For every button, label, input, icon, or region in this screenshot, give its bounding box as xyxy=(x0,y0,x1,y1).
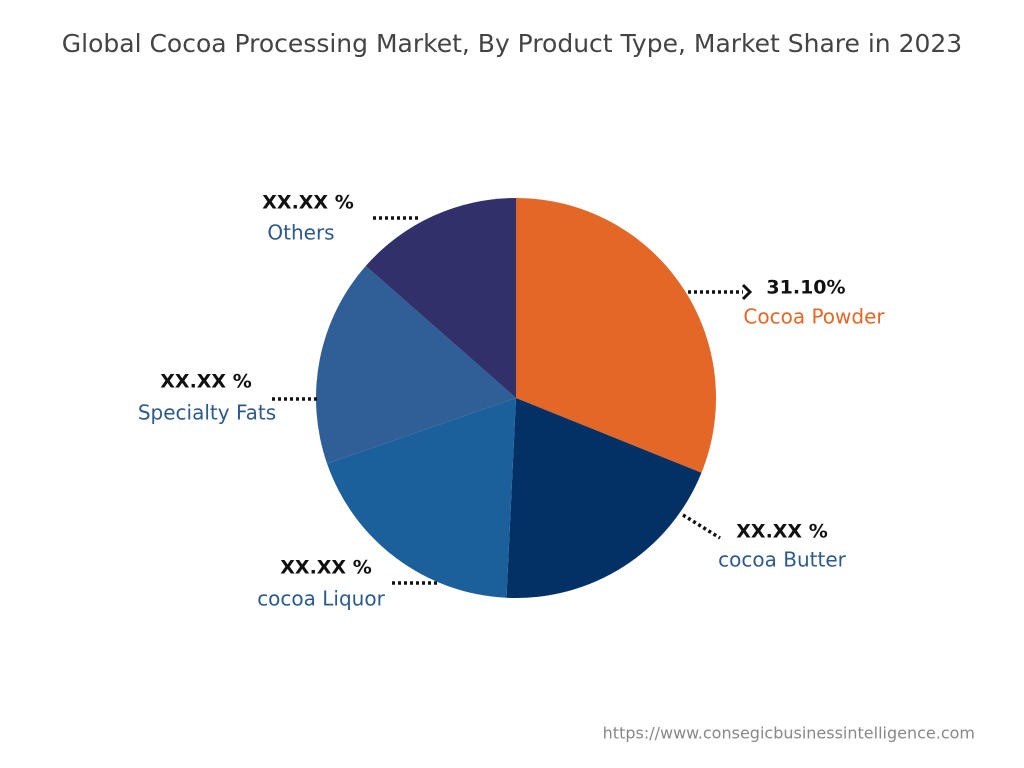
pie-slice xyxy=(365,198,516,398)
chart-title: Global Cocoa Processing Market, By Produ… xyxy=(62,29,962,58)
pie-slice xyxy=(316,266,516,464)
category-label: Specialty Fats xyxy=(138,401,276,425)
leader-line xyxy=(682,513,721,540)
leader-arrow xyxy=(741,283,753,301)
value-label: 31.10% xyxy=(766,277,845,299)
value-label: XX.XX % xyxy=(280,557,371,579)
value-label: XX.XX % xyxy=(160,371,251,393)
category-label: Cocoa Powder xyxy=(743,305,885,329)
pie-slice xyxy=(327,398,516,598)
pie-slice xyxy=(506,398,702,598)
category-label: cocoa Butter xyxy=(718,548,846,572)
pie-slice xyxy=(516,198,716,473)
category-label: Others xyxy=(267,221,334,245)
source-url: https://www.consegicbusinessintelligence… xyxy=(603,724,975,743)
category-label: cocoa Liquor xyxy=(257,587,385,611)
value-label: XX.XX % xyxy=(262,192,353,214)
value-label: XX.XX % xyxy=(736,521,827,543)
